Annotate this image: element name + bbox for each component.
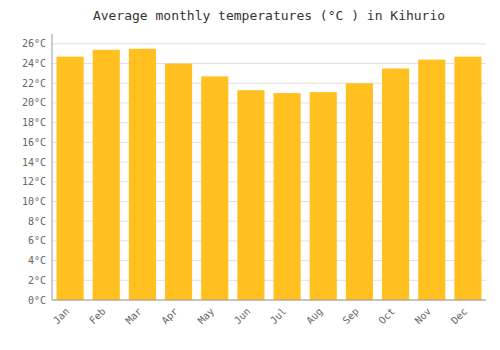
bar [129,49,156,300]
x-axis-line [52,300,486,301]
x-tick-label: Oct [376,306,397,327]
y-tick-label: 26°C [22,38,46,49]
x-tick-label: Sep [340,306,361,327]
y-tick-label: 24°C [22,58,46,69]
y-tick-label: 14°C [22,157,46,168]
x-tick-label: Jan [51,306,72,327]
bar [382,68,409,300]
grid-line [52,300,486,301]
y-tick-label: 22°C [22,78,46,89]
bar [418,60,445,300]
bar [201,76,228,300]
y-tick-label: 4°C [28,255,46,266]
x-tick-label: May [196,306,217,327]
bar [454,57,481,300]
grid-line [52,43,486,44]
y-tick-label: 18°C [22,117,46,128]
y-tick-label: 8°C [28,216,46,227]
x-tick-label: Aug [304,306,325,327]
chart-title: Average monthly temperatures (°C ) in Ki… [93,8,445,23]
y-tick-label: 0°C [28,295,46,306]
x-tick-label: Mar [123,306,144,327]
y-grid [52,44,486,300]
x-tick-label: Nov [413,306,434,327]
bar [274,93,301,300]
y-tick-label: 10°C [22,196,46,207]
chart-svg: Average monthly temperatures (°C ) in Ki… [0,0,500,350]
y-axis-line [52,34,53,300]
bar [165,64,192,300]
bar [237,90,264,300]
y-tick-label: 12°C [22,176,46,187]
chart-container: Average monthly temperatures (°C ) in Ki… [0,0,500,350]
bars [57,49,482,300]
y-tick-label: 2°C [28,275,46,286]
x-tick-label: Jun [232,306,253,327]
x-tick-label: Feb [87,306,108,327]
bar [93,50,120,300]
bar [57,57,84,300]
y-tick-label: 6°C [28,235,46,246]
bar [310,92,337,300]
x-tick-label: Dec [449,306,470,327]
y-tick-label: 16°C [22,137,46,148]
bar [346,83,373,300]
y-tick-label: 20°C [22,97,46,108]
x-tick-label: Jul [268,306,289,327]
x-tick-label: Apr [159,306,180,327]
